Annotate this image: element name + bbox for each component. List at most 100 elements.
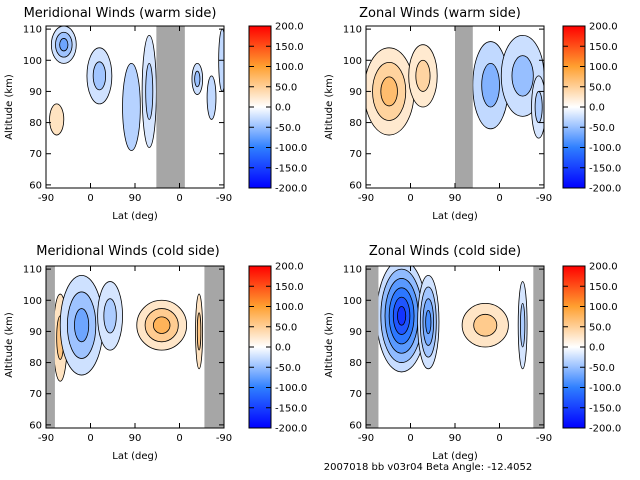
x-tick-label: 0 xyxy=(87,433,93,444)
contour-level xyxy=(103,298,117,334)
y-tick-label: 80 xyxy=(29,358,42,369)
colorbar-tick-label: 50.0 xyxy=(275,82,297,93)
colorbar-tick-label: 150.0 xyxy=(275,282,304,293)
colorbar-tick-label: 100.0 xyxy=(275,302,304,313)
colorbar: 200.0 150.0 100.0 50.0 0.0 -50.0 -100.0 -150.0 -… xyxy=(248,22,307,195)
plot-area: 110 100 90 80 70 60 -90 0 90 0 -90 xyxy=(23,25,232,204)
x-axis-label: Lat (deg) xyxy=(432,451,478,462)
y-tick-label: 100 xyxy=(23,296,42,307)
x-axis-label: Lat (deg) xyxy=(112,451,158,462)
x-tick-label: 0 xyxy=(496,433,502,444)
y-tick-label: 100 xyxy=(343,56,362,67)
x-axis-label: Lat (deg) xyxy=(432,211,478,222)
colorbar-tick-label: -150.0 xyxy=(275,163,307,174)
x-tick-label: -90 xyxy=(38,193,54,204)
no-data-band xyxy=(46,266,55,428)
contour-level xyxy=(145,62,154,120)
colorbar-tick-label: 50.0 xyxy=(589,322,611,333)
no-data-band xyxy=(156,26,185,188)
no-data-band xyxy=(204,266,224,428)
colorbar-tick-label: -100.0 xyxy=(275,143,307,154)
colorbar-tick-label: 150.0 xyxy=(589,282,618,293)
x-tick-label: -90 xyxy=(216,193,232,204)
colorbar-tick-label: 100.0 xyxy=(589,302,618,313)
colorbar-tick-label: -200.0 xyxy=(589,184,621,195)
y-tick-label: 70 xyxy=(29,149,42,160)
contour-level xyxy=(122,62,141,152)
colorbar: 200.0 150.0 100.0 50.0 0.0 -50.0 -100.0 -150.0 -… xyxy=(248,262,307,435)
x-tick-label: -90 xyxy=(216,433,232,444)
colorbar-tick-label: 0.0 xyxy=(589,343,605,354)
colorbar-tick-label: 200.0 xyxy=(589,22,618,33)
contour-level xyxy=(473,313,498,337)
y-axis-label: Altitude (km) xyxy=(4,312,15,378)
x-tick-label: -90 xyxy=(38,433,54,444)
panel-title: Zonal Winds (cold side) xyxy=(369,244,521,259)
contour-level xyxy=(397,306,407,326)
colorbar-tick-label: 50.0 xyxy=(589,82,611,93)
x-tick-label: 0 xyxy=(176,193,182,204)
panel-meridional-cold: Meridional Winds (cold side) 110 100 90 80 7… xyxy=(4,244,307,462)
x-tick-label: 90 xyxy=(129,433,142,444)
y-tick-label: 70 xyxy=(29,389,42,400)
colorbar-tick-label: -100.0 xyxy=(589,143,621,154)
y-tick-label: 80 xyxy=(29,118,42,129)
colorbar-tick-label: 150.0 xyxy=(275,42,304,53)
contour-level xyxy=(49,103,65,136)
panel-title: Meridional Winds (warm side) xyxy=(24,6,217,21)
y-axis-label: Altitude (km) xyxy=(324,312,335,378)
y-tick-label: 80 xyxy=(349,118,362,129)
plot-area: 110 100 90 80 70 60 -90 0 90 0 -90 xyxy=(343,25,552,204)
y-tick-label: 60 xyxy=(349,420,362,431)
colorbar-tick-label: -50.0 xyxy=(275,123,301,134)
contour-level xyxy=(380,76,398,107)
contour-level xyxy=(74,308,90,343)
contour-level xyxy=(534,91,543,123)
y-tick-label: 110 xyxy=(23,25,42,36)
colorbar-tick-label: -200.0 xyxy=(275,424,307,435)
y-tick-label: 110 xyxy=(23,265,42,276)
colorbar-tick-label: -200.0 xyxy=(589,424,621,435)
no-data-band xyxy=(366,266,379,428)
no-data-band xyxy=(533,266,544,428)
panel-title: Meridional Winds (cold side) xyxy=(36,244,219,259)
colorbar-tick-label: -200.0 xyxy=(275,184,307,195)
plot-area: 110 100 90 80 70 60 -90 0 90 0 -90 xyxy=(23,265,232,444)
colorbar-tick-label: 50.0 xyxy=(275,322,297,333)
colorbar-tick-label: 200.0 xyxy=(275,262,304,273)
colorbar-tick-label: -50.0 xyxy=(275,363,301,374)
x-tick-label: 90 xyxy=(129,193,142,204)
x-tick-label: 90 xyxy=(449,193,462,204)
colorbar-tick-label: 100.0 xyxy=(275,62,304,73)
x-tick-label: 90 xyxy=(449,433,462,444)
contour-level xyxy=(152,316,171,334)
y-tick-label: 90 xyxy=(29,87,42,98)
contour-level xyxy=(194,70,201,88)
colorbar-tick-label: -50.0 xyxy=(589,123,615,134)
contour-level xyxy=(206,75,217,120)
y-tick-label: 90 xyxy=(349,327,362,338)
colorbar-tick-label: 0.0 xyxy=(589,103,605,114)
y-tick-label: 60 xyxy=(349,180,362,191)
colorbar-tick-label: -150.0 xyxy=(589,163,621,174)
x-tick-label: -90 xyxy=(536,433,552,444)
y-tick-label: 110 xyxy=(343,265,362,276)
y-tick-label: 60 xyxy=(29,180,42,191)
y-tick-label: 100 xyxy=(23,56,42,67)
y-tick-label: 70 xyxy=(349,149,362,160)
panel-title: Zonal Winds (warm side) xyxy=(359,6,521,21)
colorbar-tick-label: -100.0 xyxy=(589,383,621,394)
x-tick-label: 0 xyxy=(176,433,182,444)
colorbar: 200.0 150.0 100.0 50.0 0.0 -50.0 -100.0 -150.0 -… xyxy=(562,262,621,435)
y-tick-label: 110 xyxy=(343,25,362,36)
plot-area: 110 100 90 80 70 60 -90 0 90 0 -90 xyxy=(343,265,552,444)
x-tick-label: 0 xyxy=(407,193,413,204)
contour-level xyxy=(92,61,107,91)
x-tick-label: -90 xyxy=(358,433,374,444)
x-tick-label: 0 xyxy=(87,193,93,204)
x-tick-label: -90 xyxy=(536,193,552,204)
colorbar-tick-label: -50.0 xyxy=(589,363,615,374)
x-tick-label: 0 xyxy=(496,193,502,204)
contour-level xyxy=(415,59,431,92)
